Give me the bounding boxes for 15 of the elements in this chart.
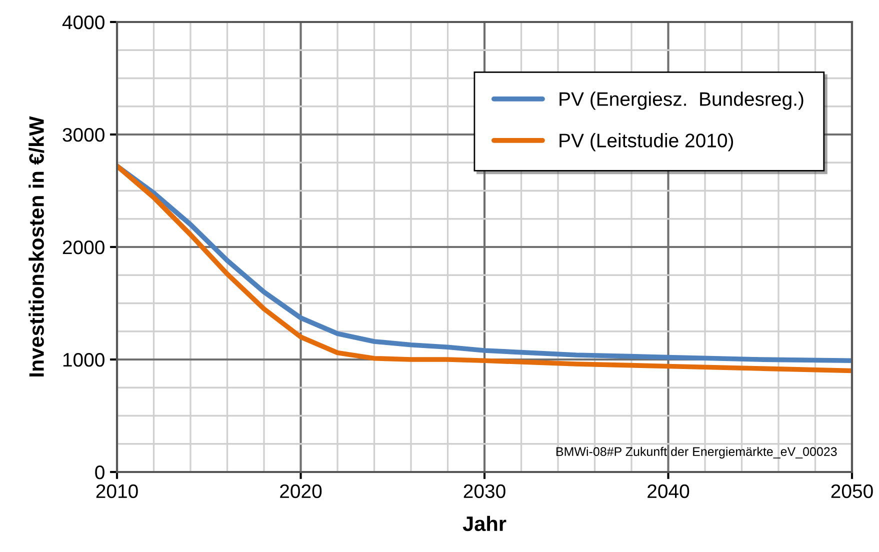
y-tick-label: 0 [95, 465, 104, 480]
x-axis-title: Jahr [462, 516, 506, 532]
x-tick-label: 2050 [831, 484, 873, 498]
annotation: BMWi-08#P Zukunft der Energiemärkte_eV_00023 [556, 446, 837, 458]
legend-label: PV (Leitstudie 2010) [560, 133, 734, 152]
legend-label: PV (Energiesz. Bundesreg.) [560, 92, 804, 110]
x-tick-label: 2030 [464, 484, 506, 498]
x-tick-label: 2040 [648, 484, 690, 498]
y-tick-label: 1000 [63, 352, 104, 367]
x-tick-label: 2010 [96, 484, 138, 498]
y-tick-label: 3000 [62, 128, 104, 142]
x-tick-label: 2020 [280, 484, 322, 498]
y-tick-label: 2000 [62, 240, 104, 254]
y-axis-title: Investitionskosten in €/kW [28, 116, 44, 376]
y-tick-label: 4000 [62, 15, 104, 30]
